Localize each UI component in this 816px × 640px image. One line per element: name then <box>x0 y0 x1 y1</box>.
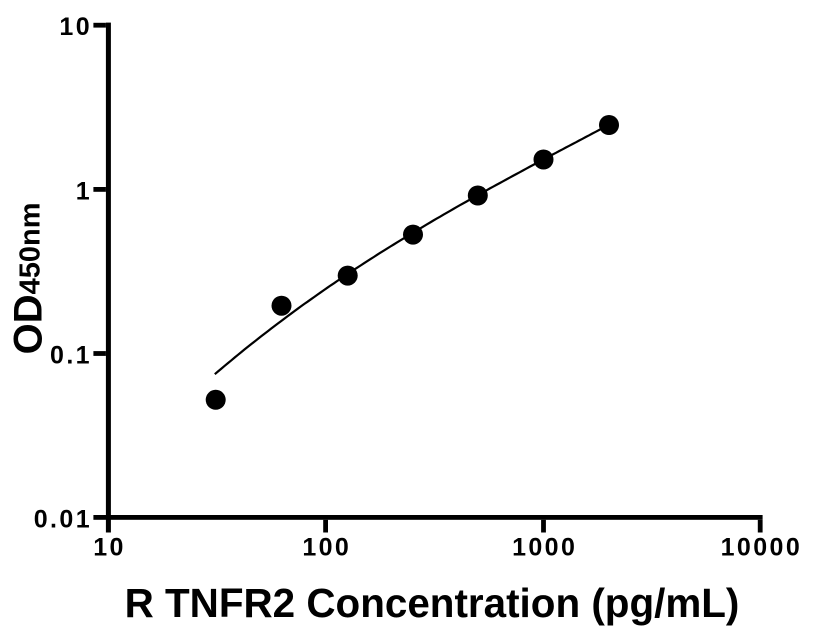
svg-text:0.1: 0.1 <box>50 342 92 370</box>
svg-text:100: 100 <box>302 534 351 562</box>
svg-text:0.01: 0.01 <box>34 505 92 533</box>
svg-text:OD450nm: OD450nm <box>7 203 51 355</box>
svg-text:10: 10 <box>93 534 126 562</box>
svg-text:1000: 1000 <box>512 534 577 562</box>
svg-text:10: 10 <box>59 13 92 41</box>
svg-text:R TNFR2 Concentration (pg/mL): R TNFR2 Concentration (pg/mL) <box>125 580 740 626</box>
svg-text:10000: 10000 <box>721 534 803 562</box>
svg-text:1: 1 <box>76 177 92 205</box>
